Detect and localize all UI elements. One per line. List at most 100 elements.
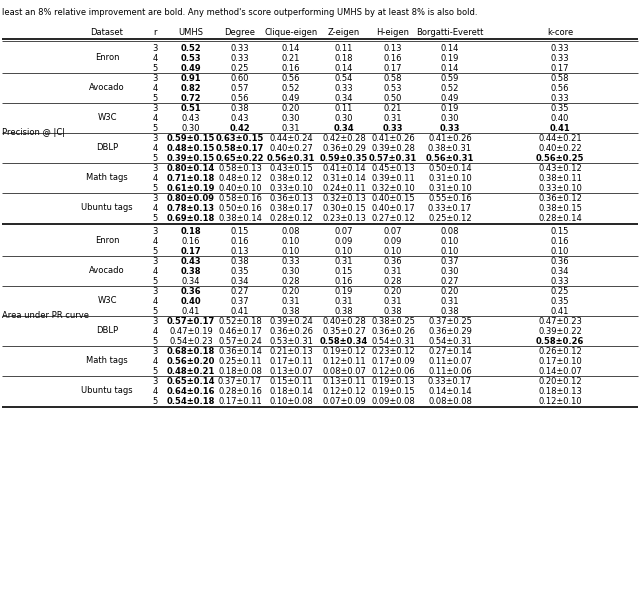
Text: 0.56±0.31: 0.56±0.31 [267,154,315,163]
Text: 0.16: 0.16 [551,237,569,246]
Text: 5: 5 [152,367,157,376]
Text: 0.30: 0.30 [335,114,353,123]
Text: 0.38: 0.38 [282,307,300,316]
Text: 0.80±0.09: 0.80±0.09 [167,194,215,203]
Text: 0.30: 0.30 [441,114,460,123]
Text: 0.31±0.10: 0.31±0.10 [428,184,472,193]
Text: 0.59±0.35: 0.59±0.35 [320,154,368,163]
Text: 0.40: 0.40 [551,114,569,123]
Text: 0.33: 0.33 [550,277,570,286]
Text: 0.16: 0.16 [182,237,200,246]
Text: 0.56: 0.56 [231,94,249,103]
Text: 5: 5 [152,337,157,346]
Text: 0.71±0.18: 0.71±0.18 [167,174,215,183]
Text: 0.23±0.13: 0.23±0.13 [322,214,366,223]
Text: 0.37: 0.37 [441,257,460,266]
Text: 0.56±0.25: 0.56±0.25 [536,154,584,163]
Text: 0.18±0.08: 0.18±0.08 [218,367,262,376]
Text: 0.07: 0.07 [384,227,403,236]
Text: 0.20±0.12: 0.20±0.12 [538,377,582,386]
Text: 0.19: 0.19 [441,104,459,113]
Text: 3: 3 [152,44,157,53]
Text: 0.30: 0.30 [282,267,300,276]
Text: Avocado: Avocado [89,266,125,275]
Text: 0.08: 0.08 [282,227,300,236]
Text: 0.58: 0.58 [551,74,569,83]
Text: 0.58±0.34: 0.58±0.34 [320,337,368,346]
Text: 0.34: 0.34 [551,267,569,276]
Text: 0.14: 0.14 [282,44,300,53]
Text: r: r [153,28,157,37]
Text: 0.13±0.07: 0.13±0.07 [269,367,313,376]
Text: 0.48±0.12: 0.48±0.12 [218,174,262,183]
Text: 0.53: 0.53 [384,84,403,93]
Text: 0.33±0.10: 0.33±0.10 [538,184,582,193]
Text: 0.49: 0.49 [180,64,202,73]
Text: W3C: W3C [97,113,116,122]
Text: 0.61±0.19: 0.61±0.19 [167,184,215,193]
Text: Enron: Enron [95,236,119,245]
Text: 0.38: 0.38 [180,267,201,276]
Text: 0.33: 0.33 [335,84,353,93]
Text: 0.43: 0.43 [231,114,249,123]
Text: 0.41: 0.41 [551,307,569,316]
Text: 0.13: 0.13 [231,247,249,256]
Text: 0.53: 0.53 [180,54,202,63]
Text: 0.28±0.14: 0.28±0.14 [538,214,582,223]
Text: 0.65±0.14: 0.65±0.14 [167,377,215,386]
Text: 0.15: 0.15 [335,267,353,276]
Text: 0.17: 0.17 [384,64,403,73]
Text: 0.16: 0.16 [231,237,249,246]
Text: 0.44±0.21: 0.44±0.21 [538,134,582,143]
Text: 0.40±0.22: 0.40±0.22 [538,144,582,153]
Text: 0.33: 0.33 [230,54,250,63]
Text: 0.43±0.12: 0.43±0.12 [538,164,582,173]
Text: 0.54: 0.54 [335,74,353,83]
Text: 4: 4 [152,237,157,246]
Text: 0.31±0.14: 0.31±0.14 [322,174,366,183]
Text: 0.27±0.12: 0.27±0.12 [371,214,415,223]
Text: 0.34: 0.34 [333,124,355,133]
Text: Math tags: Math tags [86,356,128,365]
Text: 0.39±0.28: 0.39±0.28 [371,144,415,153]
Text: 0.54±0.23: 0.54±0.23 [169,337,213,346]
Text: 0.19±0.12: 0.19±0.12 [322,347,366,356]
Text: 0.31: 0.31 [335,257,353,266]
Text: 0.31: 0.31 [384,297,403,306]
Text: 0.30: 0.30 [441,267,460,276]
Text: 0.38: 0.38 [230,257,250,266]
Text: 0.13±0.11: 0.13±0.11 [322,377,366,386]
Text: 3: 3 [152,227,157,236]
Text: 0.14±0.07: 0.14±0.07 [538,367,582,376]
Text: 0.12±0.06: 0.12±0.06 [371,367,415,376]
Text: 0.44±0.24: 0.44±0.24 [269,134,313,143]
Text: 0.58±0.17: 0.58±0.17 [216,144,264,153]
Text: 0.36: 0.36 [550,257,570,266]
Text: 0.31: 0.31 [384,114,403,123]
Text: 3: 3 [152,317,157,326]
Text: 0.78±0.13: 0.78±0.13 [167,204,215,213]
Text: 0.47±0.19: 0.47±0.19 [169,327,213,336]
Text: 4: 4 [152,357,157,366]
Text: 0.11±0.07: 0.11±0.07 [428,357,472,366]
Text: 0.15: 0.15 [551,227,569,236]
Text: 0.12±0.11: 0.12±0.11 [322,357,366,366]
Text: 0.58: 0.58 [384,74,403,83]
Text: 0.12±0.12: 0.12±0.12 [322,387,366,396]
Text: 0.36±0.29: 0.36±0.29 [428,327,472,336]
Text: 0.64±0.16: 0.64±0.16 [167,387,215,396]
Text: 0.23±0.12: 0.23±0.12 [371,347,415,356]
Text: 0.09: 0.09 [335,237,353,246]
Text: 0.48±0.21: 0.48±0.21 [167,367,215,376]
Text: 0.18±0.14: 0.18±0.14 [269,387,313,396]
Text: 0.16: 0.16 [282,64,300,73]
Text: 0.17±0.10: 0.17±0.10 [538,357,582,366]
Text: 0.41: 0.41 [182,307,200,316]
Text: 0.42: 0.42 [230,124,250,133]
Text: 0.19: 0.19 [441,54,459,63]
Text: 0.14: 0.14 [441,44,459,53]
Text: 0.34: 0.34 [182,277,200,286]
Text: 3: 3 [152,194,157,203]
Text: 3: 3 [152,257,157,266]
Text: Borgatti-Everett: Borgatti-Everett [416,28,484,37]
